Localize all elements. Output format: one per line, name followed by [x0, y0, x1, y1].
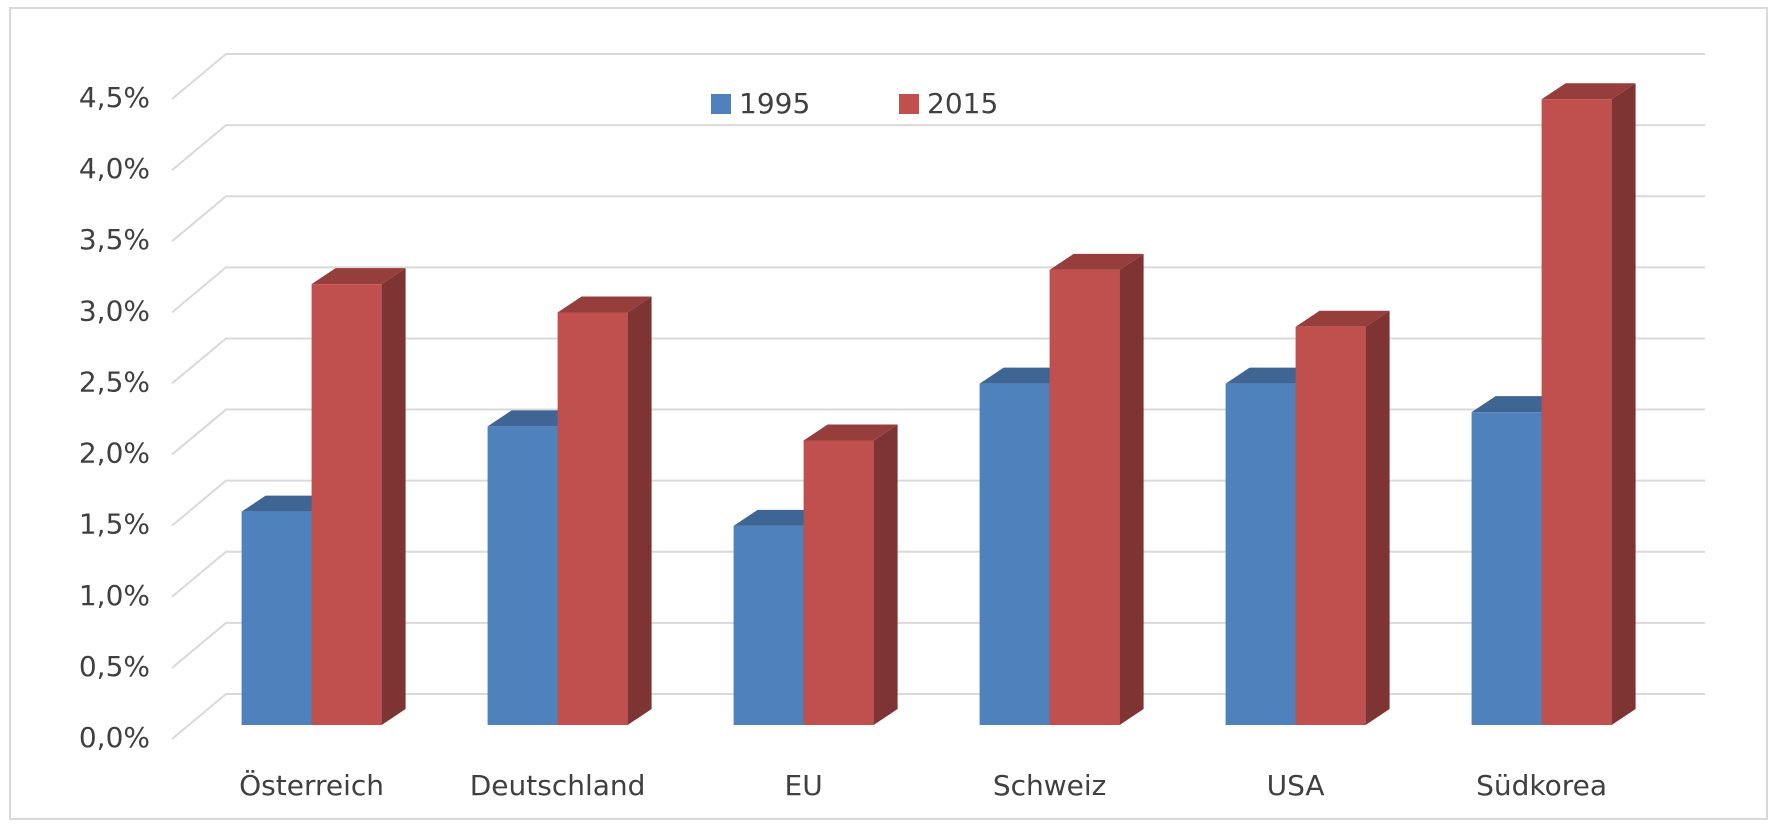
y-tick-label: 2,5%: [79, 365, 150, 398]
grid-line: [171, 479, 1705, 527]
bar: [557, 296, 652, 725]
y-tick-label: 0,0%: [79, 721, 150, 754]
bar-top: [1049, 253, 1144, 270]
bar-top: [1541, 83, 1636, 100]
grid-line: [171, 550, 1705, 598]
x-tick-label: EU: [785, 769, 823, 802]
bar: [1295, 310, 1390, 725]
bar: [311, 268, 406, 725]
bar-front: [1225, 383, 1296, 725]
y-tick-label: 3,0%: [79, 294, 150, 327]
bar-front: [311, 284, 382, 725]
bar-top: [803, 424, 898, 441]
grid-line: [171, 195, 1705, 242]
bar-front: [1471, 412, 1542, 725]
bar-front: [487, 426, 558, 725]
x-tick-label: Südkorea: [1476, 769, 1607, 802]
x-tick-label: Schweiz: [993, 769, 1107, 802]
bar-top: [1295, 310, 1390, 327]
legend-label: 2015: [927, 87, 998, 120]
legend-label: 1995: [739, 87, 810, 120]
x-tick-label: USA: [1267, 769, 1325, 802]
y-tick-label: 4,0%: [79, 152, 150, 185]
grid-line: [171, 337, 1705, 385]
bar: [1049, 253, 1144, 725]
bar-side: [873, 424, 898, 725]
bar-top: [557, 296, 652, 313]
bar-front: [241, 511, 312, 725]
bar-front: [1049, 269, 1120, 725]
grid-line: [171, 266, 1705, 314]
bar-side: [1119, 253, 1144, 725]
bar-top: [311, 268, 406, 285]
bar-side: [1365, 310, 1390, 725]
x-tick-label: Österreich: [239, 768, 384, 802]
bar-side: [1611, 83, 1636, 725]
grid-line: [171, 693, 1705, 740]
y-tick-label: 1,0%: [79, 579, 150, 612]
grid-line: [171, 53, 1705, 100]
grid-line: [171, 621, 1705, 669]
legend-swatch: [899, 94, 919, 114]
bar: [803, 424, 898, 725]
bar-front: [557, 312, 628, 725]
bar-front: [733, 525, 804, 725]
y-tick-label: 1,5%: [79, 508, 150, 541]
x-tick-label: Deutschland: [470, 769, 646, 802]
y-tick-label: 3,5%: [79, 223, 150, 256]
legend-swatch: [711, 94, 731, 114]
bar-front: [1541, 99, 1612, 725]
y-tick-label: 2,0%: [79, 437, 150, 470]
y-tick-label: 0,5%: [79, 650, 150, 683]
bar: [1541, 83, 1636, 725]
bar-front: [1295, 326, 1366, 725]
bar-side: [381, 268, 406, 725]
grid-line: [171, 124, 1705, 171]
bar-front: [979, 383, 1050, 725]
bar-front: [803, 440, 874, 725]
y-tick-label: 4,5%: [79, 81, 150, 114]
grid-line: [171, 408, 1705, 456]
bar-side: [627, 296, 652, 725]
